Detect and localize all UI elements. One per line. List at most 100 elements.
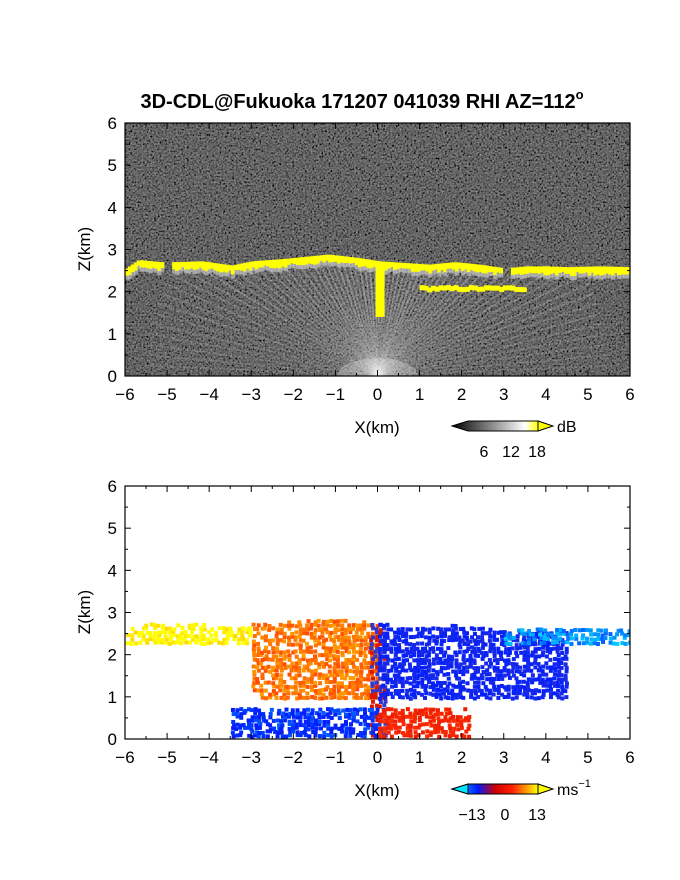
velocity-cell (354, 680, 359, 685)
layer-cell (366, 259, 371, 269)
velocity-cell (249, 727, 254, 732)
ray (328, 257, 379, 376)
layer-cell (151, 261, 156, 268)
secondary-layer-cell (472, 285, 478, 291)
velocity-cell (423, 646, 428, 651)
velocity-cell (431, 718, 436, 723)
velocity-cell (564, 669, 569, 674)
velocity-cell (470, 635, 475, 640)
velocity-cell (533, 649, 538, 654)
velocity-cell (427, 627, 432, 632)
velocity-cell (351, 643, 356, 648)
velocity-cell (373, 649, 378, 654)
velocity-cell (385, 719, 390, 724)
velocity-cell (386, 627, 391, 632)
velocity-cell (450, 688, 455, 693)
velocity-cell (431, 634, 436, 639)
layer-cell (342, 256, 347, 264)
velocity-cell (393, 657, 398, 662)
x-tick-label: −2 (284, 748, 303, 767)
velocity-cell (377, 730, 382, 735)
velocity-cell (496, 630, 501, 635)
velocity-cell (382, 729, 387, 734)
velocity-cell (351, 715, 356, 720)
velocity-cell (533, 642, 538, 647)
velocity-cell (272, 684, 277, 689)
ray (377, 302, 598, 376)
velocity-cell (259, 688, 264, 693)
velocity-cell (362, 677, 367, 682)
velocity-cell (354, 672, 359, 677)
velocity-cell (514, 662, 519, 667)
velocity-cell (515, 634, 520, 639)
velocity-cell (262, 626, 267, 631)
velocity-cell (367, 708, 372, 713)
velocity-cell (268, 642, 273, 647)
velocity-cell (371, 699, 376, 704)
velocity-cell (144, 623, 149, 628)
velocity-cell (588, 628, 593, 633)
velocity-cell (525, 658, 530, 663)
velocity-cell (347, 639, 352, 644)
velocity-cell (592, 641, 597, 646)
layer-cell (201, 261, 206, 270)
velocity-cell (274, 634, 279, 639)
velocity-cell (457, 642, 462, 647)
velocity-cell (378, 734, 383, 739)
velocity-cell (417, 723, 422, 728)
velocity-cell (438, 650, 443, 655)
velocity-cell (306, 727, 311, 732)
layer-fringe (446, 268, 451, 273)
velocity-cell (472, 666, 477, 671)
velocity-cell (382, 703, 387, 708)
ray (376, 266, 442, 376)
velocity-cell (220, 641, 225, 646)
velocity-cell (364, 688, 369, 693)
velocity-cell (172, 627, 177, 632)
velocity-cell (555, 649, 560, 654)
velocity-cell (397, 645, 402, 650)
velocity-cell (320, 660, 325, 665)
velocity-cell (489, 676, 494, 681)
velocity-cell (354, 630, 359, 635)
layer-cell (354, 257, 359, 266)
velocity-cell (393, 635, 398, 640)
velocity-cell (237, 637, 242, 642)
layer-fringe (357, 267, 362, 272)
velocity-cell (541, 650, 546, 655)
velocity-cell (417, 715, 422, 720)
velocity-cell (378, 622, 383, 627)
velocity-cell (458, 627, 463, 632)
velocity-cell (298, 623, 303, 628)
velocity-cell (294, 691, 299, 696)
velocity-cell (309, 718, 314, 723)
velocity-cell (515, 684, 520, 689)
layer-fringe (460, 271, 465, 276)
velocity-cell (548, 634, 553, 639)
velocity-cell (408, 654, 413, 659)
velocity-cell (420, 684, 425, 689)
velocity-cell (310, 695, 315, 700)
layer-cell (357, 258, 362, 268)
velocity-cell (427, 676, 432, 681)
velocity-cell (358, 635, 363, 640)
layer-fringe (413, 271, 418, 276)
velocity-cell (325, 619, 330, 624)
velocity-cell (202, 623, 207, 628)
layer-fringe (614, 273, 619, 278)
velocity-cell (492, 650, 497, 655)
layer-fringe (611, 275, 616, 280)
velocity-cell (503, 636, 508, 641)
velocity-cell (525, 691, 530, 696)
velocity-cell (627, 629, 630, 634)
velocity-cell (333, 627, 338, 632)
velocity-cell (458, 688, 463, 693)
velocity-cell (333, 630, 338, 635)
velocity-cell (451, 733, 456, 738)
velocity-cell (359, 662, 364, 667)
velocity-cell (385, 673, 390, 678)
velocity-cell (369, 638, 374, 643)
layer-fringe (572, 276, 577, 281)
velocity-cell (275, 638, 280, 643)
velocity-cell (366, 623, 371, 628)
